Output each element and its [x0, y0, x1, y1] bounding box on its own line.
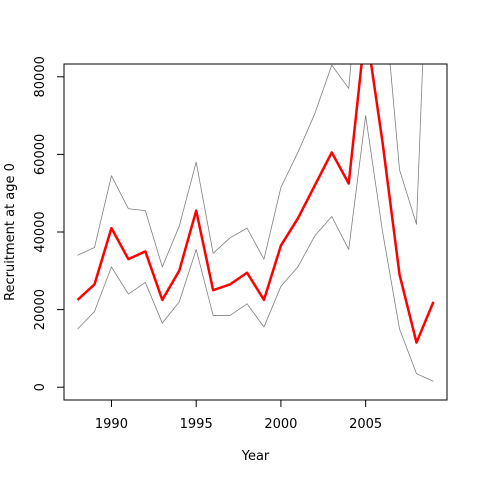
- series-line-upper: [77, 64, 424, 268]
- x-axis-label: Year: [241, 449, 270, 464]
- plot-frame: [63, 63, 448, 401]
- series-line-estimate: [76, 64, 435, 344]
- x-tick-label: 2000: [264, 417, 297, 432]
- y-tick-label: 60000: [33, 134, 48, 175]
- y-tick-label: 0: [33, 383, 48, 391]
- y-tick-label: 20000: [33, 289, 48, 330]
- y-axis-label: Recruitment at age 0: [3, 163, 18, 301]
- y-axis: 0 20000 40000 60000 80000: [33, 56, 64, 391]
- series-line-lower: [77, 115, 434, 382]
- series-layer: [76, 64, 435, 382]
- x-tick-label: 1995: [180, 417, 213, 432]
- x-tick-label: 2005: [349, 417, 382, 432]
- y-tick-label: 40000: [33, 211, 48, 252]
- y-tick-label: 80000: [33, 56, 48, 97]
- x-axis: 1990 1995 2000 2005: [95, 400, 382, 432]
- x-tick-label: 1990: [95, 417, 128, 432]
